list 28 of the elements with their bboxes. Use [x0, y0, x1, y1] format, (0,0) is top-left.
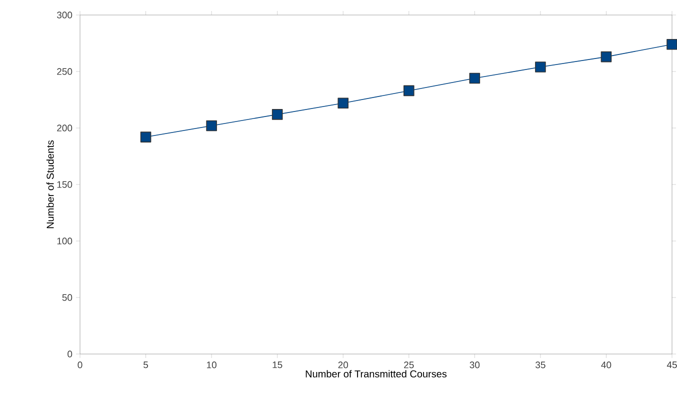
y-axis-title: Number of Students — [46, 140, 54, 228]
point — [600, 51, 612, 62]
y-tick-label: 200 — [57, 124, 72, 132]
point — [535, 62, 546, 72]
x-tick-label: 30 — [470, 362, 480, 368]
x-tick-label: 35 — [536, 362, 546, 368]
point — [666, 38, 677, 50]
x-tick-label: 25 — [404, 362, 414, 368]
x-tick-label: 45 — [666, 362, 677, 368]
point — [272, 109, 283, 120]
y-tick-label: 250 — [57, 68, 72, 75]
y-tick-label: 100 — [57, 238, 72, 244]
point — [403, 85, 414, 96]
x-tick-label: 15 — [272, 362, 282, 368]
point — [469, 72, 480, 84]
x-tick-label: 40 — [601, 362, 612, 368]
x-tick-label: 5 — [144, 362, 148, 368]
point — [140, 132, 152, 142]
x-axis-title: Number of Transmitted Courses — [306, 370, 447, 378]
y-tick-label: 150 — [57, 181, 72, 188]
x-tick-label: 10 — [206, 362, 216, 368]
point — [338, 98, 349, 109]
y-tick-label: 300 — [56, 12, 72, 18]
y-tick-label: 50 — [62, 294, 72, 301]
x-tick-label: 20 — [338, 362, 348, 368]
point — [206, 120, 217, 132]
x-tick-label: 0 — [78, 362, 82, 368]
y-tick-label: 0 — [68, 350, 72, 358]
